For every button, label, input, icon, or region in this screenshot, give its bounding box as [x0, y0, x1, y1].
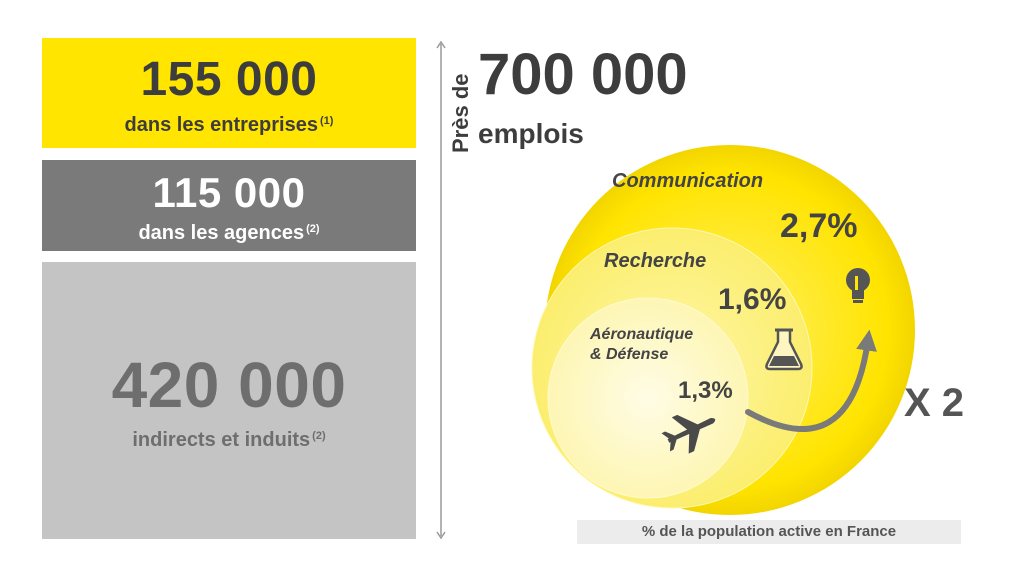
indirect-value: 420 000 — [111, 349, 347, 421]
indirect-box: 420 000 indirects et induits (2) — [42, 262, 416, 539]
indirect-label: indirects et induits (2) — [132, 429, 326, 451]
total-span-arrow — [436, 40, 446, 540]
airplane-icon — [661, 414, 716, 454]
communication-percent: 2,7% — [780, 207, 858, 245]
research-percent: 1,6% — [718, 283, 787, 316]
lightbulb-icon — [846, 268, 870, 303]
aero-circle — [547, 297, 749, 499]
agencies-value: 115 000 — [152, 169, 306, 216]
growth-arrow — [745, 329, 877, 432]
footnote: % de la population active en France — [577, 520, 961, 544]
companies-box: 155 000 dans les entreprises (1) — [42, 38, 416, 148]
aero-label: Aéronautique & Défense — [590, 325, 693, 365]
communication-label: Communication — [612, 170, 764, 192]
companies-value: 155 000 — [140, 53, 318, 106]
companies-label: dans les entreprises (1) — [124, 114, 334, 136]
research-label: Recherche — [604, 250, 707, 272]
total-unit: emplois — [478, 118, 584, 149]
agencies-label: dans les agences (2) — [138, 222, 320, 244]
companies-note: (1) — [319, 115, 334, 127]
total-value: 700 000 — [478, 42, 688, 107]
flask-icon — [765, 328, 803, 371]
aero-label-line1: Aéronautique — [590, 326, 694, 343]
agencies-box: 115 000 dans les agences (2) — [42, 160, 416, 251]
indirect-note: (2) — [312, 430, 326, 442]
aero-label-line2: & Défense — [590, 346, 669, 363]
agencies-note: (2) — [306, 223, 320, 235]
multiplier: X 2 — [904, 381, 965, 425]
aero-percent: 1,3% — [678, 377, 733, 404]
